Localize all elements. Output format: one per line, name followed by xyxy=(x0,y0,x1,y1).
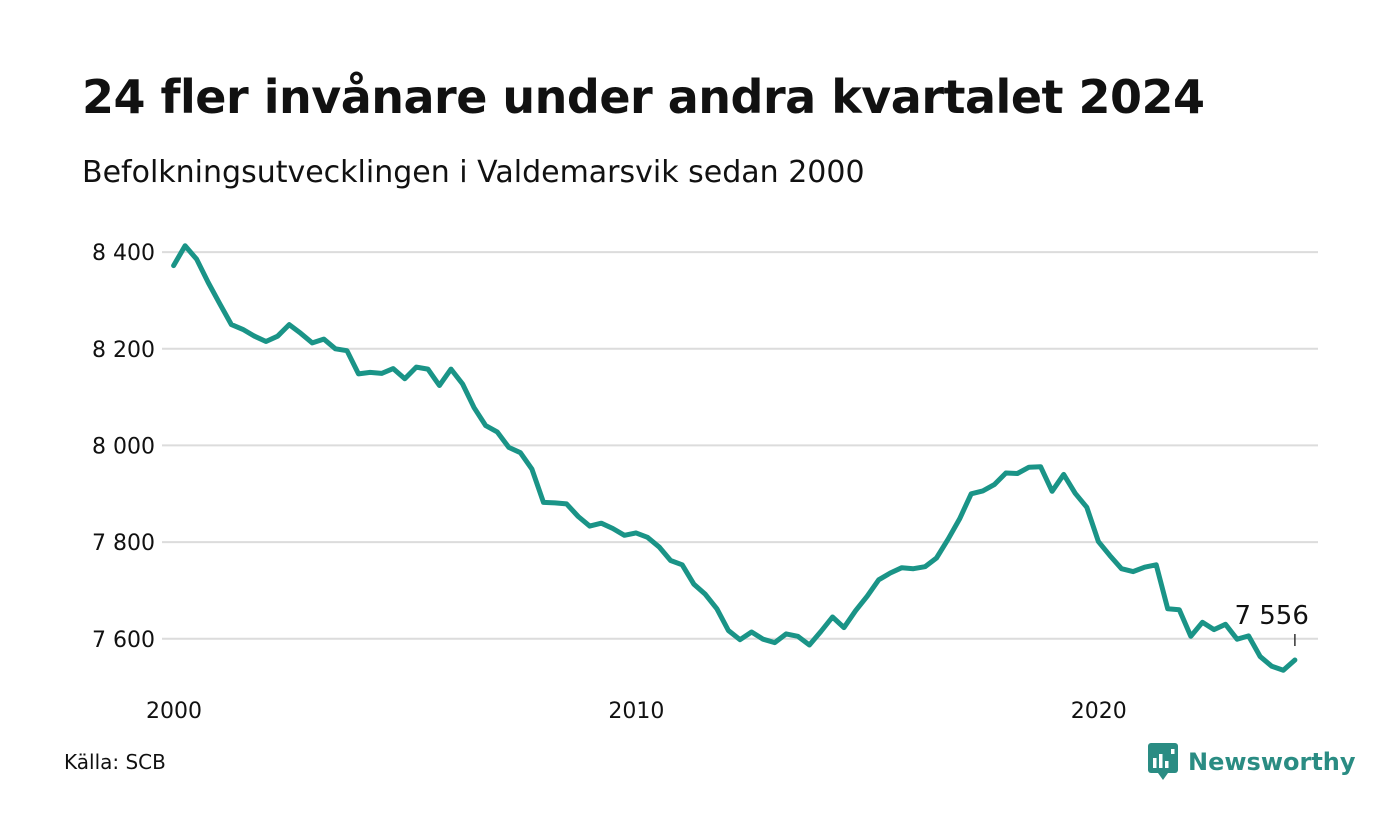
brand-name: Newsworthy xyxy=(1188,748,1356,776)
end-annotation: 7 556 xyxy=(1234,601,1309,647)
x-tick-label: 2020 xyxy=(1071,699,1127,724)
chart-subtitle: Befolkningsutvecklingen i Valdemarsvik s… xyxy=(82,155,865,190)
series-population xyxy=(171,243,1298,673)
y-tick-label: 8 400 xyxy=(92,241,155,266)
brand-logo: Newsworthy xyxy=(1148,742,1356,782)
y-tick-label: 8 200 xyxy=(92,338,155,363)
series-line xyxy=(171,243,1298,673)
newsworthy-logo-icon xyxy=(1148,743,1178,780)
chart-title: 24 fler invånare under andra kvartalet 2… xyxy=(82,70,1205,124)
x-axis-tick-labels: 2000 2010 2020 xyxy=(146,699,1127,724)
y-tick-label: 7 800 xyxy=(92,531,155,556)
end-value-label: 7 556 xyxy=(1234,601,1308,631)
y-tick-label: 8 000 xyxy=(92,434,155,459)
source-note: Källa: SCB xyxy=(64,750,166,774)
gridlines xyxy=(162,251,1318,640)
x-tick-label: 2010 xyxy=(608,699,664,724)
y-tick-label: 7 600 xyxy=(92,628,155,653)
x-tick-label: 2000 xyxy=(146,699,202,724)
y-axis-tick-labels: 8 400 8 200 8 000 7 800 7 600 xyxy=(92,241,155,653)
